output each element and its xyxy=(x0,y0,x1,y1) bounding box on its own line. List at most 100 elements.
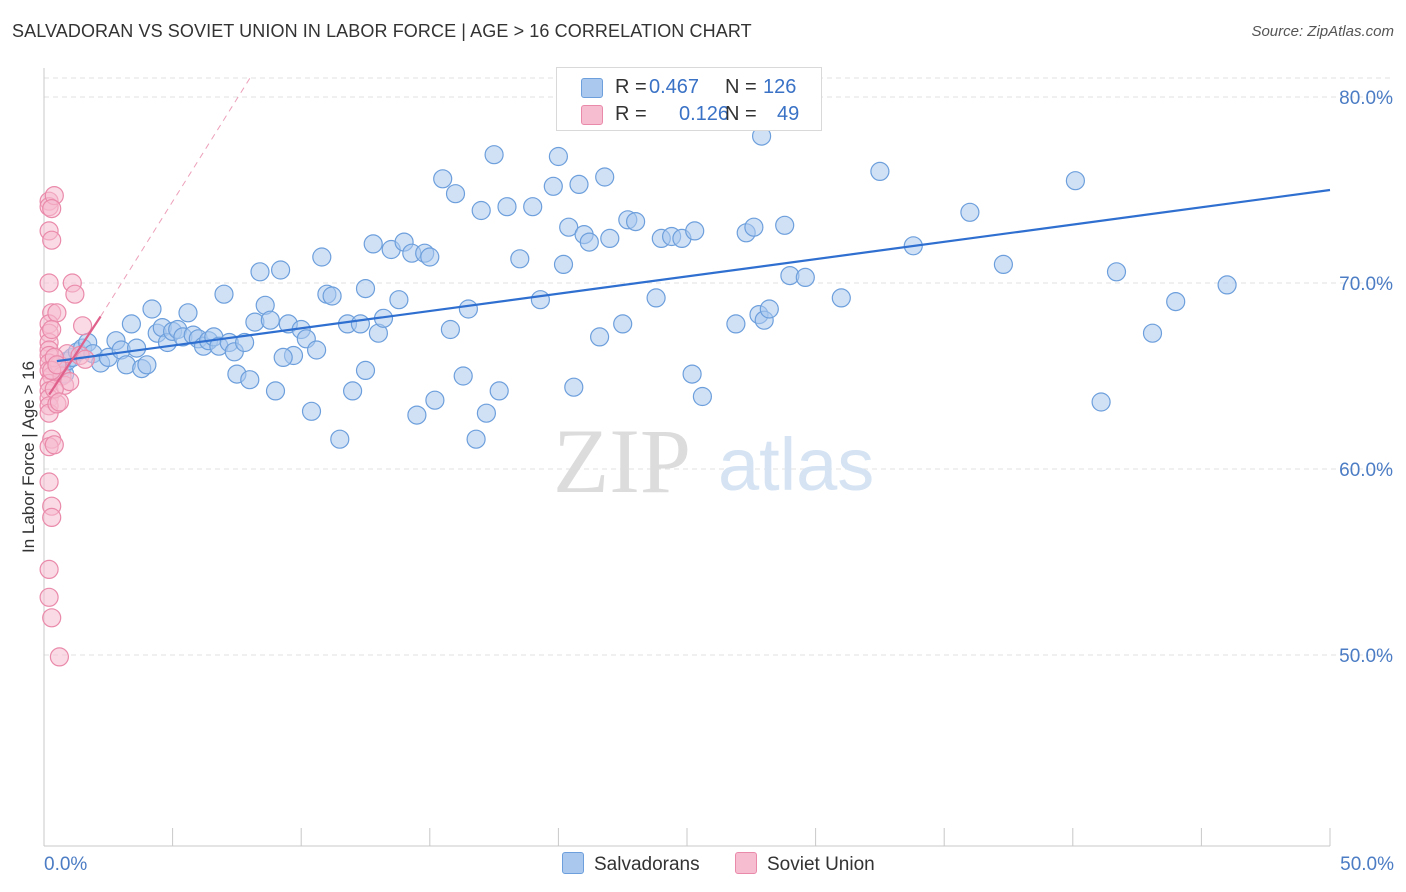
soviet-union-point xyxy=(49,392,70,412)
salvadorans-point xyxy=(271,260,291,280)
salvadorans-point xyxy=(613,314,633,334)
salvadorans-point xyxy=(121,314,141,334)
soviet-union-point xyxy=(39,472,59,492)
salvadorans-point xyxy=(250,262,270,282)
bottom-legend-swatch-salvadorans xyxy=(562,852,584,874)
soviet-union-points xyxy=(39,186,95,667)
salvadorans-point xyxy=(466,429,486,449)
salvadorans-point xyxy=(307,340,327,360)
salvadorans-trend-line xyxy=(56,188,1331,363)
salvadorans-point xyxy=(265,381,286,401)
source-label: Source: ZipAtlas.com xyxy=(1251,23,1394,40)
salvadorans-point xyxy=(682,364,702,384)
salvadorans-point xyxy=(178,303,198,323)
salvadorans-point xyxy=(530,290,551,310)
salvadorans-point xyxy=(523,197,543,217)
salvadorans-point xyxy=(497,197,517,217)
legend-n-value: 126 xyxy=(763,76,797,98)
bottom-legend-salvadorans: Salvadorans xyxy=(562,852,700,876)
salvadorans-point xyxy=(960,202,980,222)
salvadorans-point xyxy=(759,299,779,319)
legend-r-label: R = xyxy=(615,76,647,98)
soviet-union-point xyxy=(42,608,62,628)
salvadorans-point xyxy=(433,169,453,189)
salvadorans-point xyxy=(775,215,795,235)
salvadorans-point xyxy=(559,217,579,237)
salvadorans-point xyxy=(646,288,666,308)
soviet-union-point xyxy=(49,647,70,667)
trend-lines xyxy=(48,78,1331,396)
salvadorans-point xyxy=(489,381,509,401)
legend-r-value: 0.467 xyxy=(649,76,700,98)
salvadorans-point xyxy=(1091,392,1111,412)
salvadorans-point xyxy=(330,429,350,449)
salvadorans-point xyxy=(240,370,260,390)
y-tick-label: 70.0% xyxy=(1339,274,1393,295)
watermark-zip: ZIP xyxy=(553,410,691,512)
salvadorans-point xyxy=(260,310,280,330)
soviet-union-point xyxy=(42,507,62,528)
x-axis-ticks xyxy=(43,828,1331,846)
soviet-union-point xyxy=(75,349,95,369)
x-tick-label-min: 0.0% xyxy=(44,854,87,875)
bottom-legend-label-salvadorans: Salvadorans xyxy=(594,854,700,875)
soviet-union-trend-extension xyxy=(100,78,251,317)
salvadorans-point xyxy=(355,360,376,380)
salvadorans-point xyxy=(1142,323,1163,343)
x-tick-label-max: 50.0% xyxy=(1340,854,1394,875)
salvadorans-point xyxy=(389,290,409,310)
salvadorans-points xyxy=(52,126,1237,449)
salvadorans-point xyxy=(235,332,255,353)
salvadorans-point xyxy=(312,247,332,267)
salvadorans-point xyxy=(484,145,504,165)
soviet-union-point xyxy=(42,199,62,219)
y-tick-label: 50.0% xyxy=(1339,646,1393,667)
legend-swatch-soviet-union xyxy=(581,105,603,125)
salvadorans-point xyxy=(569,174,589,194)
salvadorans-point xyxy=(301,401,322,421)
salvadorans-point xyxy=(870,161,890,181)
salvadorans-point xyxy=(273,347,293,367)
soviet-union-trend-line xyxy=(48,315,102,396)
legend-n-label: N = xyxy=(725,76,757,98)
salvadorans-point xyxy=(993,254,1014,274)
salvadorans-point xyxy=(322,286,342,306)
salvadorans-point xyxy=(425,390,445,410)
salvadorans-point xyxy=(548,146,569,167)
chart-title: SALVADORAN VS SOVIET UNION IN LABOR FORC… xyxy=(12,21,752,41)
legend-swatch-salvadorans xyxy=(581,78,603,98)
soviet-union-point xyxy=(39,587,59,607)
salvadorans-point xyxy=(553,254,574,274)
salvadorans-point xyxy=(471,200,491,221)
legend-n-label: N = xyxy=(725,103,757,125)
salvadorans-point xyxy=(726,314,746,334)
soviet-union-point xyxy=(47,355,67,375)
salvadorans-point xyxy=(1106,262,1127,282)
salvadorans-point xyxy=(142,299,162,319)
salvadorans-point xyxy=(831,288,851,308)
salvadorans-point xyxy=(458,299,478,319)
salvadorans-point xyxy=(1217,275,1237,295)
salvadorans-point xyxy=(440,319,460,340)
salvadorans-point xyxy=(744,217,764,237)
soviet-union-point xyxy=(39,273,59,293)
salvadorans-point xyxy=(214,284,234,304)
soviet-union-point xyxy=(72,316,93,336)
soviet-union-point xyxy=(44,435,64,455)
legend-r-value: 0.126 xyxy=(679,103,730,125)
salvadorans-point xyxy=(692,386,713,407)
gridlines xyxy=(44,77,1392,656)
salvadorans-point xyxy=(510,249,530,269)
soviet-union-point xyxy=(47,303,67,323)
salvadorans-point xyxy=(595,167,615,187)
salvadorans-point xyxy=(579,232,599,252)
salvadorans-point xyxy=(625,212,646,232)
salvadorans-point xyxy=(589,327,610,347)
salvadorans-point xyxy=(795,267,815,287)
salvadorans-point xyxy=(355,279,376,299)
salvadorans-point xyxy=(363,234,383,254)
salvadorans-point xyxy=(343,381,363,401)
bottom-legend-swatch-soviet-union xyxy=(735,852,757,874)
salvadorans-point xyxy=(420,247,440,267)
soviet-union-point xyxy=(65,284,85,304)
